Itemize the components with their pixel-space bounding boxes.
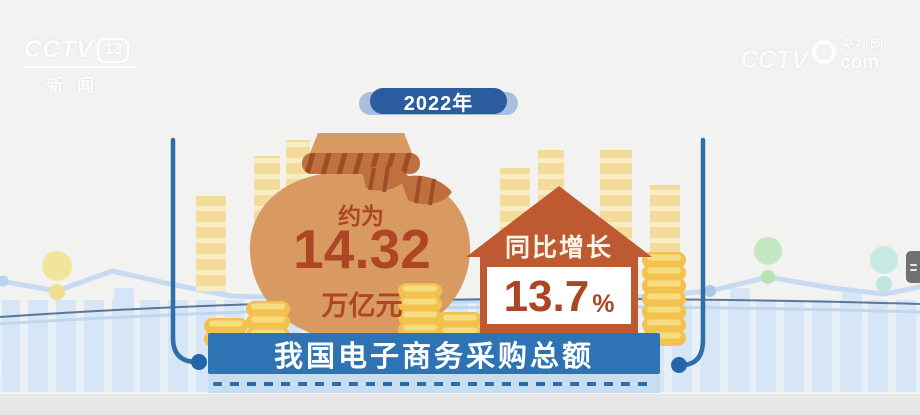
site-logo-watermark: CCTV 央视网 com [740,38,885,75]
growth-label: 同比增长 [504,234,613,262]
site-name-cn: 央视网 [840,37,886,52]
percent-sign: % [592,290,615,318]
widget-dash-icon [909,268,917,271]
green-balloon [754,237,782,284]
logo-swoosh-line [24,66,136,68]
title-banner: 我国电子商务采购总额 [208,333,660,374]
banner-underline-strip [208,374,660,393]
growth-value-box: 13.7 % [487,267,631,324]
channel-logo-watermark: CCTV 13 新闻 [24,36,154,96]
channel-number-badge: 13 [97,37,130,63]
widget-dash-icon [909,263,917,266]
dashed-line [213,382,655,386]
amount-prefix: 约为 [338,203,384,229]
channel-station-text: CCTV [24,36,94,63]
year-label: 2022年 [403,92,474,115]
bag-knot [362,165,452,206]
site-domain: com [840,52,880,73]
growth-value: 13.7 [503,272,590,321]
side-widget-tab[interactable] [906,251,920,283]
amount-value: 14.32 [293,218,431,280]
year-pill: 2022年 [370,88,507,115]
title-banner-text: 我国电子商务采购总额 [273,340,594,373]
connector-lines [170,137,706,373]
teal-balloon [870,246,898,292]
yellow-balloon [42,251,72,300]
footer-strip [0,393,920,415]
site-station-text: CCTV [740,46,809,74]
amount-unit: 万亿元 [321,291,403,321]
channel-subtitle: 新闻 [46,76,108,95]
site-logo-ring-icon [812,40,837,64]
